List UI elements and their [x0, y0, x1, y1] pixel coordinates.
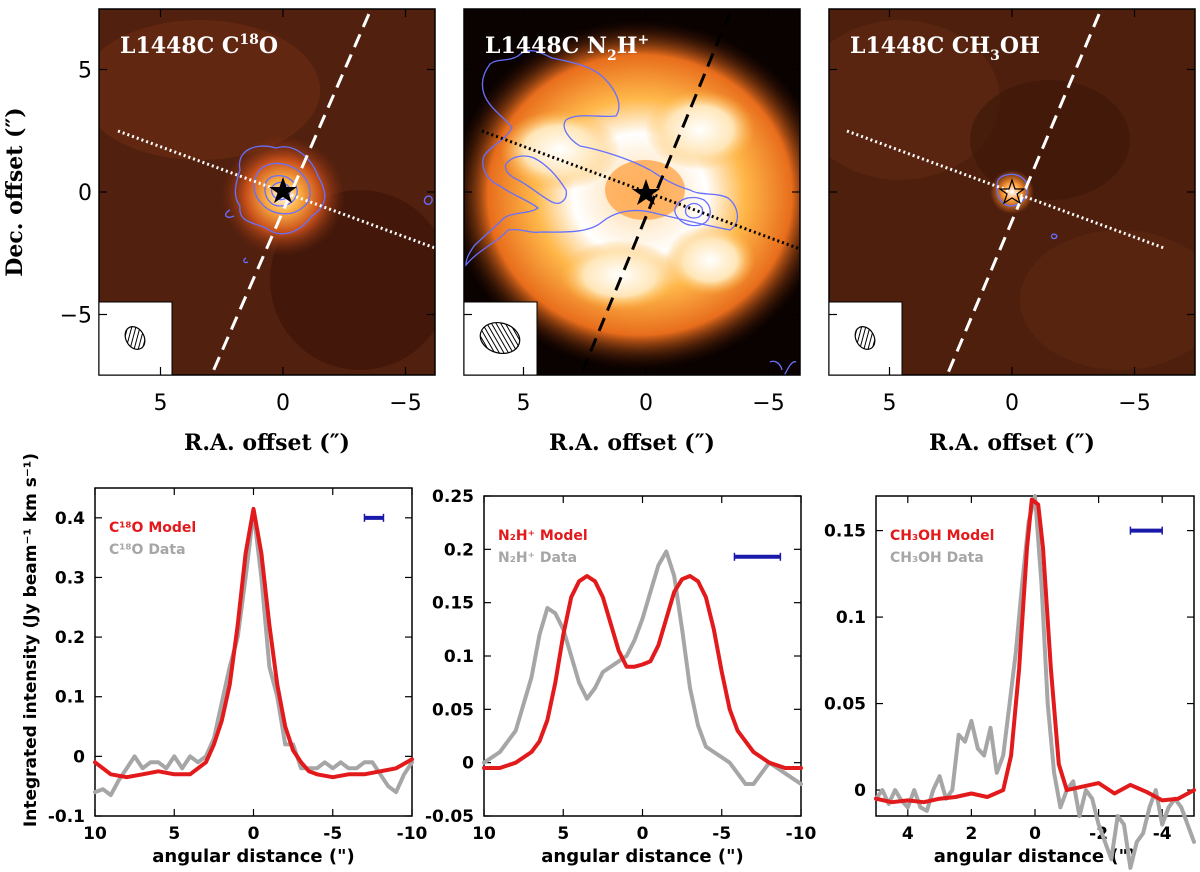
x-tick-label: 5 — [168, 824, 180, 844]
x-tick-label: −5 — [1118, 391, 1150, 416]
y-tick-label: −5 — [60, 304, 92, 329]
x-axis-label: angular distance (") — [934, 846, 1136, 867]
x-tick-label: -5 — [323, 824, 342, 844]
legend-data: C¹⁸O Data — [109, 542, 186, 558]
x-axis-label: angular distance (") — [541, 846, 743, 867]
y-tick-label: 0.2 — [55, 628, 85, 648]
top-xlabel: R.A. offset (″) — [184, 430, 350, 456]
panel-title-c18o: L1448C C18O — [120, 32, 278, 59]
y-tick-label: 0 — [462, 754, 474, 774]
protostar-star-icon — [269, 177, 297, 203]
x-tick-label: 4 — [902, 824, 914, 844]
y-tick-label: 0.1 — [836, 608, 866, 628]
map-panel-n2h: L1448C N2H+ — [463, 8, 801, 376]
y-tick-label: 5 — [78, 59, 92, 84]
beam-ellipse — [124, 326, 146, 350]
x-tick-label: 0 — [248, 824, 260, 844]
x-tick-label: 5 — [154, 391, 168, 416]
c18o-cut-dotted — [117, 129, 435, 250]
y-tick-label: 0.05 — [432, 700, 474, 720]
top-xlabel: R.A. offset (″) — [549, 430, 715, 456]
x-tick-label: −5 — [389, 391, 421, 416]
top-axes: 5 0 −5 R.A. offset (″) 5 0 −5 R.A. offset (″) 5 0… — [60, 9, 1195, 456]
map-panel-ch3oh: L1448C CH3OH — [828, 8, 1196, 376]
y-tick-label: 0.1 — [444, 647, 474, 667]
protostar-star-icon — [632, 179, 660, 205]
n2h-cut-dotted — [481, 129, 800, 251]
legend-data: CH₃OH Data — [890, 550, 984, 566]
x-tick-label: 0 — [1005, 391, 1019, 416]
beam-ellipse — [479, 322, 521, 354]
y-tick-label: 0.1 — [55, 688, 85, 708]
x-tick-label: 0 — [637, 824, 649, 844]
y-tick-label: 0.05 — [824, 695, 866, 715]
model-series-line — [93, 506, 414, 780]
panel-title-n2h: L1448C N2H+ — [485, 32, 649, 64]
bottom-ylabel: Integrated intensity (Jy beam⁻¹ km s⁻¹) — [21, 453, 41, 827]
c18o-contours — [225, 145, 433, 264]
panel-title-ch3oh: L1448C CH3OH — [850, 33, 1040, 64]
map-panel-c18o: L1448C C18O — [98, 8, 436, 376]
beam-ellipse — [854, 326, 876, 350]
profile-chart-n2h: 10 5 0 -5 -10 -0.05 0 0.05 0.1 0.15 0.2 0.25 angular… — [425, 487, 817, 867]
plot-frame — [875, 495, 1195, 817]
x-tick-label: -5 — [712, 824, 731, 844]
model-series-line — [482, 574, 803, 770]
profile-chart-c18o: 10 5 0 -5 -10 -0.1 0 0.1 0.2 0.3 0.4 angular distan… — [48, 487, 428, 867]
data-series-line — [482, 549, 803, 786]
x-tick-label: 5 — [517, 391, 531, 416]
y-tick-label: 0.25 — [432, 487, 474, 507]
y-tick-label: 0 — [73, 747, 85, 767]
n2h-contours — [465, 50, 797, 375]
legend-model: C¹⁸O Model — [109, 520, 196, 536]
y-tick-label: -0.05 — [425, 807, 474, 827]
y-tick-label: 0 — [78, 181, 92, 206]
legend-data: N₂H⁺ Data — [498, 550, 577, 566]
x-tick-label: 0 — [276, 391, 290, 416]
x-tick-label: 2 — [965, 824, 977, 844]
legend-model: CH₃OH Model — [890, 528, 994, 544]
x-tick-label: 0 — [1029, 824, 1041, 844]
x-tick-label: 10 — [83, 824, 107, 844]
plot-frame — [94, 487, 413, 817]
x-tick-label: 5 — [557, 824, 569, 844]
model-series-line — [874, 497, 1196, 805]
x-tick-label: -10 — [786, 824, 817, 844]
data-series-line — [874, 494, 1196, 870]
y-tick-label: 0.2 — [444, 540, 474, 560]
x-tick-label: 5 — [883, 391, 897, 416]
x-tick-label: 10 — [472, 824, 496, 844]
ch3oh-outflow-axis — [945, 9, 1103, 375]
protostar-star-icon — [998, 178, 1026, 205]
y-tick-label: 0.15 — [824, 522, 866, 542]
y-tick-label: 0.15 — [432, 594, 474, 614]
y-tick-label: 0.3 — [55, 568, 85, 588]
plot-frame — [483, 495, 802, 817]
x-tick-label: -10 — [397, 824, 428, 844]
x-tick-label: −5 — [752, 391, 784, 416]
y-tick-label: 0.4 — [55, 509, 85, 529]
c18o-outflow-axis — [209, 9, 373, 375]
ch3oh-cut-dotted — [846, 129, 1165, 250]
top-ylabel: Dec. offset (″) — [2, 107, 28, 276]
x-tick-label: 0 — [639, 391, 653, 416]
y-tick-label: 0 — [854, 781, 866, 801]
x-axis-label: angular distance (") — [152, 846, 354, 867]
legend-model: N₂H⁺ Model — [498, 528, 588, 544]
n2h-outflow-axis — [579, 9, 733, 375]
top-xlabel: R.A. offset (″) — [929, 430, 1095, 456]
x-tick-label: -4 — [1153, 824, 1172, 844]
y-tick-label: -0.1 — [48, 807, 85, 827]
